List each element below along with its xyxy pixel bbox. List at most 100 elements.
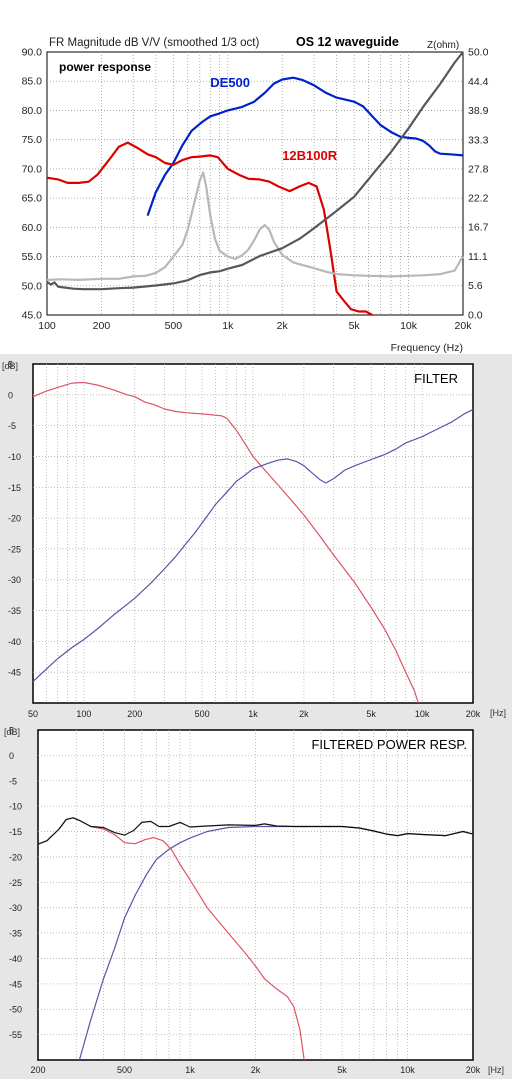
y2-tick-label: 16.7 [468,222,489,234]
x-tick-label: 2k [277,320,289,332]
y2-axis-label: Z(ohm) [427,40,459,51]
y-tick-label: 0 [9,751,14,761]
y-tick-label: 5 [9,726,14,736]
y-tick-label: 90.0 [22,47,43,59]
series-filter [32,381,474,704]
series-line-2 [46,171,464,281]
chart-fr-response: DE500 12B100R 100 200 500 1k 2k 5k 10k 20k 90.0 85… [22,35,489,354]
y-tick-label: -30 [8,575,21,585]
y2-tick-label: 22.2 [468,193,489,205]
y-tick-label: -25 [9,878,22,888]
x-axis-label: Frequency (Hz) [391,342,463,354]
chart-filtered-power: 200 500 1k 2k 5k 10k 20k 5 0 -5 -10 -15 -20 -25 -30 -35… [4,726,504,1076]
y2-tick-label: 5.6 [468,280,483,292]
y-tick-label: -20 [8,514,21,524]
x-tick-label: 1k [222,320,234,332]
y-tick-label: 85.0 [22,76,43,88]
y-tick-label: -55 [9,1030,22,1040]
y2-tick-label: 11.1 [468,251,488,263]
x-tick-label: 200 [30,1065,45,1075]
chart-title: FILTERED POWER RESP. [311,737,467,752]
x-tick-label: 10k [415,709,430,719]
x-tick-label: 10k [400,320,418,332]
y-tick-label: -40 [8,637,21,647]
x-tick-label: 200 [93,320,111,332]
grid-filtered [38,730,473,1060]
y-tick-label: -40 [9,954,22,964]
y-tick-label: -30 [9,903,22,913]
y-tick-label: 70.0 [22,163,43,175]
y2-tick-label: 44.4 [468,76,489,88]
y-tick-label: 50.0 [22,280,43,292]
x-tick-label: 1k [185,1065,195,1075]
series-label: DE500 [210,75,250,90]
y-tick-label: 75.0 [22,134,43,146]
x-tick-label: 50 [28,709,38,719]
series-line-2 [37,817,474,845]
y2-tick-label: 0.0 [468,310,483,322]
y-tick-label: -35 [8,606,21,616]
grid-filter [33,364,473,703]
x-tick-label: 2k [251,1065,261,1075]
y-tick-label: 45.0 [22,310,43,322]
x-tick-label: 500 [195,709,210,719]
series-line-3 [46,51,464,291]
x-tick-label: 500 [117,1065,132,1075]
y-tick-label: -25 [8,544,21,554]
x-tick-label: 20k [455,320,473,332]
annotation-label: power response [59,60,151,74]
series-label: 12B100R [282,148,338,163]
y-tick-label: 5 [8,360,13,370]
y-tick-label: -45 [8,668,21,678]
series-line-1 [32,409,474,682]
y-tick-label: 55.0 [22,251,43,263]
y-tick-label: -15 [8,483,21,493]
y-tick-label: -10 [9,802,22,812]
series-line-1 [46,141,373,316]
y-tick-label: -5 [9,776,17,786]
series-line-0 [32,381,419,704]
x-tick-label: 1k [248,709,258,719]
chart-title: FR Magnitude dB V/V (smoothed 1/3 oct) [49,37,259,49]
y-tick-label: 60.0 [22,222,43,234]
chart-filter: 50 100 200 500 1k 2k 5k 10k 20k50-5-10-15-20-25-… [2,360,506,720]
y-unit-label: [dB] [4,727,20,737]
ticks-filter: 50 100 200 500 1k 2k 5k 10k 20k50-5-10-15-20-25-… [8,360,481,720]
plot-area-fr [46,51,464,316]
y2-tick-label: 50.0 [468,47,489,59]
y-tick-label: -35 [9,929,22,939]
x-tick-label: 20k [466,1065,481,1075]
y-tick-label: -45 [9,979,22,989]
x-tick-label: 200 [127,709,142,719]
y2-tick-label: 27.8 [468,163,489,175]
y-tick-label: -20 [9,852,22,862]
y2-tick-label: 33.3 [468,134,489,146]
x-tick-label: 20k [466,709,481,719]
chart-title-right: OS 12 waveguide [296,35,399,49]
x-tick-label: 5k [349,320,361,332]
y2-tick-label: 38.9 [468,105,489,117]
x-tick-label: 100 [38,320,56,332]
x-tick-label: 500 [165,320,183,332]
x-unit-label: [Hz] [488,1065,504,1075]
y-tick-label: -5 [8,421,16,431]
y-tick-label: 65.0 [22,193,43,205]
x-tick-label: 10k [400,1065,415,1075]
x-unit-label: [Hz] [490,708,506,718]
y-tick-label: -50 [9,1005,22,1015]
y-tick-label: 80.0 [22,105,43,117]
series-line-0 [146,76,464,216]
ticks-filtered: 200 500 1k 2k 5k 10k 20k 5 0 -5 -10 -15 -20 -25 -30 -35… [9,726,481,1076]
y-unit-label: [dB] [2,361,18,371]
y-tick-label: 0 [8,390,13,400]
chart-title: FILTER [414,371,458,386]
x-tick-label: 2k [299,709,309,719]
x-tick-label: 5k [366,709,376,719]
x-tick-label: 5k [337,1065,347,1075]
y-tick-label: -15 [9,827,22,837]
y-tick-label: -10 [8,452,21,462]
x-tick-label: 100 [76,709,91,719]
series-fr: DE500 12B100R [46,51,464,316]
ticks-fr: 100 200 500 1k 2k 5k 10k 20k 90.0 85.0 80.0 75.0 70.… [22,47,489,333]
